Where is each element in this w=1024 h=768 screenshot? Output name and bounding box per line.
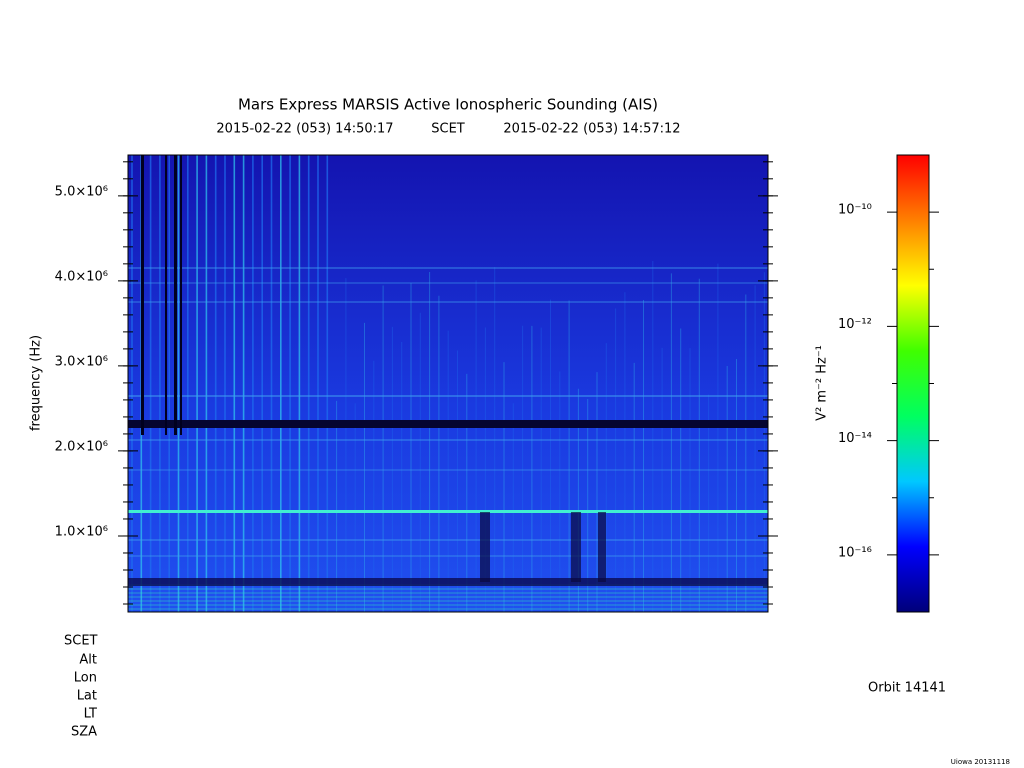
y-tick-label: 4.0×10⁶ [55,269,108,284]
dark-stripe [165,155,167,435]
row-label: Lat [77,689,97,704]
subtitle-start: 2015-02-22 (053) 14:50:17 [216,122,393,137]
y-tick-label: 2.0×10⁶ [55,439,108,454]
colorbar-tick-label: 10⁻¹⁴ [838,431,872,446]
dark-stripe [180,155,182,435]
dark-stripe [141,155,144,435]
row-label: LT [84,707,97,722]
dark-band [128,578,768,586]
plot-frame [127,154,769,613]
colorbar-label: V² m⁻² Hz⁻¹ [815,345,830,421]
subtitle-scet: SCET [431,122,465,137]
subtitle-end: 2015-02-22 (053) 14:57:12 [503,122,680,137]
y-tick-label: 5.0×10⁶ [55,184,108,199]
row-label: Alt [79,653,97,668]
row-label: Lon [74,671,97,686]
dark-stripe [174,155,177,435]
row-label: SZA [71,725,97,740]
chart-title: Mars Express MARSIS Active Ionospheric S… [238,96,658,114]
colorbar-tick-label: 10⁻¹⁰ [838,203,872,218]
orbit-label: Orbit 14141 [868,681,946,696]
footer: Uiowa 20131118 [951,758,1010,766]
dark-stripe [480,512,490,582]
dark-band [128,420,768,428]
spectrogram-image [128,155,768,612]
colorbar-tick-label: 10⁻¹² [838,317,872,332]
y-axis-label: frequency (Hz) [29,335,44,431]
cyan-line [128,510,768,513]
y-tick-label: 3.0×10⁶ [55,354,108,369]
y-tick-label: 1.0×10⁶ [55,524,108,539]
row-label: SCET [64,634,98,649]
dark-stripe [598,512,606,582]
colorbar-tick-label: 10⁻¹⁶ [838,545,872,560]
colorbar [896,154,930,613]
dark-stripe [571,512,581,582]
